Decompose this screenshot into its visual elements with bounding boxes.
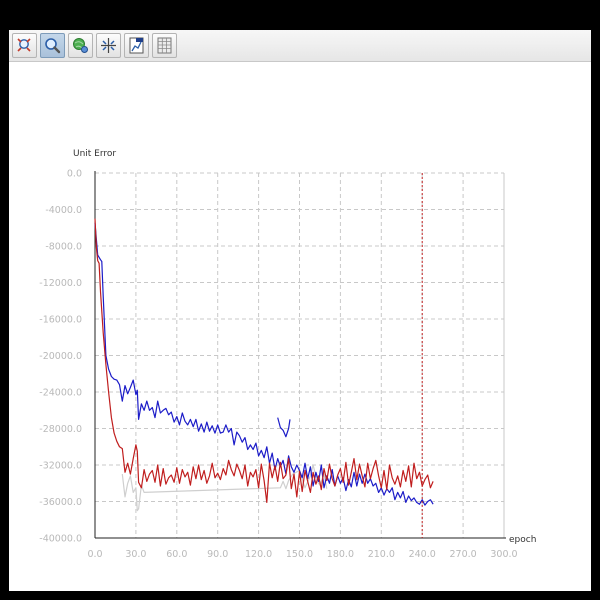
- y-tick-label: -12000.0: [39, 278, 82, 289]
- zoom-region-icon: [17, 38, 31, 52]
- series-lines: [94, 218, 434, 512]
- axes: [94, 171, 506, 539]
- y-tick-label: -36000.0: [39, 497, 82, 508]
- y-tick-label: 0.0: [67, 169, 82, 180]
- y-tick-label: -8000.0: [45, 242, 82, 253]
- data-table-button[interactable]: [152, 33, 177, 58]
- fit-axes-icon: [101, 38, 116, 53]
- x-tick-label: 270.0: [449, 549, 476, 560]
- pan-globe-button[interactable]: [68, 33, 93, 58]
- series-line-lightgray: [121, 464, 328, 512]
- x-tick-label: 240.0: [409, 549, 436, 560]
- x-tick-label: 150.0: [286, 549, 313, 560]
- x-tick-label: 120.0: [245, 549, 272, 560]
- y-tick-label: -4000.0: [45, 205, 82, 216]
- x-axis-label: epoch: [509, 535, 536, 545]
- x-tick-label: 60.0: [166, 549, 187, 560]
- chart-window: Unit Error epoch 0.0 30.0 60.0 90.0 120.0 150…: [9, 30, 591, 591]
- y-tick-label: -24000.0: [39, 388, 82, 399]
- export-chart-icon: [129, 37, 144, 54]
- zoom-region-button[interactable]: [12, 33, 37, 58]
- series-line-red: [94, 218, 434, 503]
- x-tick-label: 210.0: [368, 549, 395, 560]
- export-chart-button[interactable]: [124, 33, 149, 58]
- x-tick-label: 300.0: [490, 549, 517, 560]
- x-tick-label: 90.0: [207, 549, 228, 560]
- y-tick-label: -20000.0: [39, 351, 82, 362]
- magnifier-button[interactable]: [40, 33, 65, 58]
- series-line-blue: [277, 417, 291, 438]
- data-table-icon: [157, 37, 172, 54]
- x-tick-label: 30.0: [125, 549, 146, 560]
- y-tick-label: -40000.0: [39, 534, 82, 545]
- y-tick-label: -16000.0: [39, 315, 82, 326]
- toolbar: [9, 30, 591, 62]
- y-axis-label: Unit Error: [73, 149, 116, 159]
- pan-globe-icon: [73, 38, 88, 53]
- y-tick-label: -28000.0: [39, 424, 82, 435]
- y-tick-label: -32000.0: [39, 461, 82, 472]
- grid: [95, 172, 505, 538]
- x-tick-label: 180.0: [327, 549, 354, 560]
- tick-labels: 0.0 30.0 60.0 90.0 120.0 150.0 180.0 210.0 240.0…: [39, 169, 517, 561]
- series-line-blue: [94, 223, 434, 506]
- line-chart: Unit Error epoch 0.0 30.0 60.0 90.0 120.0 150…: [39, 149, 536, 561]
- x-tick-label: 0.0: [87, 549, 102, 560]
- fit-axes-button[interactable]: [96, 33, 121, 58]
- magnifier-icon: [45, 38, 61, 54]
